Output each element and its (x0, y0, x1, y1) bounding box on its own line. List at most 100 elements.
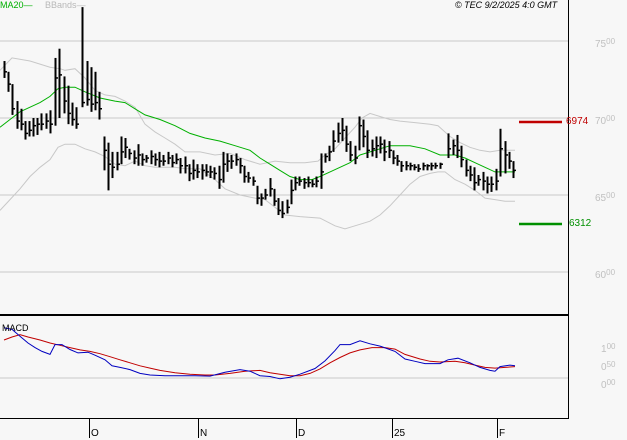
resistance-label: 6974 (566, 116, 589, 127)
price-bar (3, 61, 7, 78)
price-bars (3, 7, 516, 219)
price-bar (162, 154, 166, 166)
price-bar (298, 176, 302, 186)
price-bar (413, 164, 417, 171)
price-bar (281, 201, 285, 219)
support-label: 6312 (569, 218, 592, 229)
x-tick-label: N (200, 428, 208, 439)
price-bar (128, 148, 132, 160)
price-bar (482, 171, 486, 191)
price-bar (400, 161, 404, 172)
price-bar (239, 158, 243, 174)
price-bar (477, 174, 481, 186)
price-bar (341, 118, 345, 142)
price-bar (269, 178, 273, 197)
price-bar (111, 151, 115, 179)
price-bar (120, 136, 124, 165)
x-tick-label: 25 (394, 428, 406, 439)
price-bar (158, 151, 162, 168)
price-bar (192, 159, 196, 180)
price-bar (247, 171, 251, 183)
price-bar (307, 176, 311, 188)
price-bar (508, 151, 512, 169)
price-bar (94, 71, 98, 111)
price-tick-label: 6000 (595, 268, 616, 281)
price-bar (175, 153, 179, 165)
price-bar (107, 142, 111, 191)
price-bar (103, 136, 107, 171)
chart-legend: MA20— BBands— (0, 0, 86, 10)
price-bar (260, 193, 264, 206)
x-axis-ticks (89, 419, 498, 438)
ma20-line (0, 86, 515, 181)
price-bar (439, 162, 443, 169)
signal-line (3, 334, 516, 377)
price-bar (67, 85, 71, 125)
price-bar (230, 154, 234, 169)
price-bar (98, 91, 102, 120)
price-bar (90, 67, 94, 112)
price-bar (184, 156, 188, 174)
macd-tick-label: 050 (601, 360, 616, 373)
price-bar (332, 130, 336, 152)
price-bar (456, 134, 460, 159)
price-bar (469, 165, 473, 182)
price-bar (354, 145, 358, 165)
price-bar (145, 154, 149, 163)
price-bar (452, 139, 456, 155)
price-bar (209, 165, 213, 179)
price-bar (137, 144, 141, 166)
price-bar (303, 178, 307, 189)
price-bar (252, 176, 256, 186)
price-bar (213, 167, 217, 180)
support-resistance-lines (519, 120, 562, 226)
legend-ma20: MA20— (0, 0, 33, 10)
price-bar (366, 130, 370, 159)
price-bar (81, 7, 85, 108)
price-bar (54, 57, 58, 126)
price-bar (383, 139, 387, 162)
price-bar (392, 150, 396, 165)
price-bar (324, 153, 328, 163)
price-bar (311, 179, 315, 188)
price-bar (218, 165, 222, 189)
price-bar (201, 164, 205, 180)
price-bar (167, 151, 171, 165)
price-bar (375, 136, 379, 159)
price-bar (358, 116, 362, 151)
price-bar (58, 48, 62, 118)
price-bar (294, 176, 298, 191)
price-bar (20, 108, 24, 131)
price-bar (320, 153, 324, 189)
price-bar (349, 141, 353, 162)
price-bar (388, 141, 392, 159)
price-bar (124, 138, 128, 159)
price-gridlines (0, 40, 568, 273)
price-bar (430, 162, 434, 171)
price-bar (11, 84, 15, 115)
price-bar (28, 121, 32, 137)
price-bar (465, 159, 469, 177)
price-bar (150, 150, 154, 165)
macd-lines (3, 327, 516, 380)
price-bar (116, 151, 120, 171)
price-bar (486, 176, 490, 194)
price-bar (40, 113, 44, 131)
price-bar (512, 161, 516, 179)
price-bar (264, 188, 268, 200)
price-bar (379, 136, 383, 154)
price-bar (179, 158, 183, 174)
price-bar (63, 76, 67, 114)
price-bar (473, 167, 477, 191)
price-bar (396, 154, 400, 166)
price-tick-label: 7000 (595, 114, 616, 127)
price-bar (460, 145, 464, 168)
price-bar (434, 162, 438, 169)
price-bar (337, 122, 341, 143)
copyright-timestamp: © TEC 9/2/2025 4:0 GMT (455, 0, 558, 10)
macd-tick-label: 100 (601, 342, 616, 355)
price-bar (256, 185, 260, 205)
price-bar (188, 164, 192, 182)
price-bar (490, 176, 494, 192)
